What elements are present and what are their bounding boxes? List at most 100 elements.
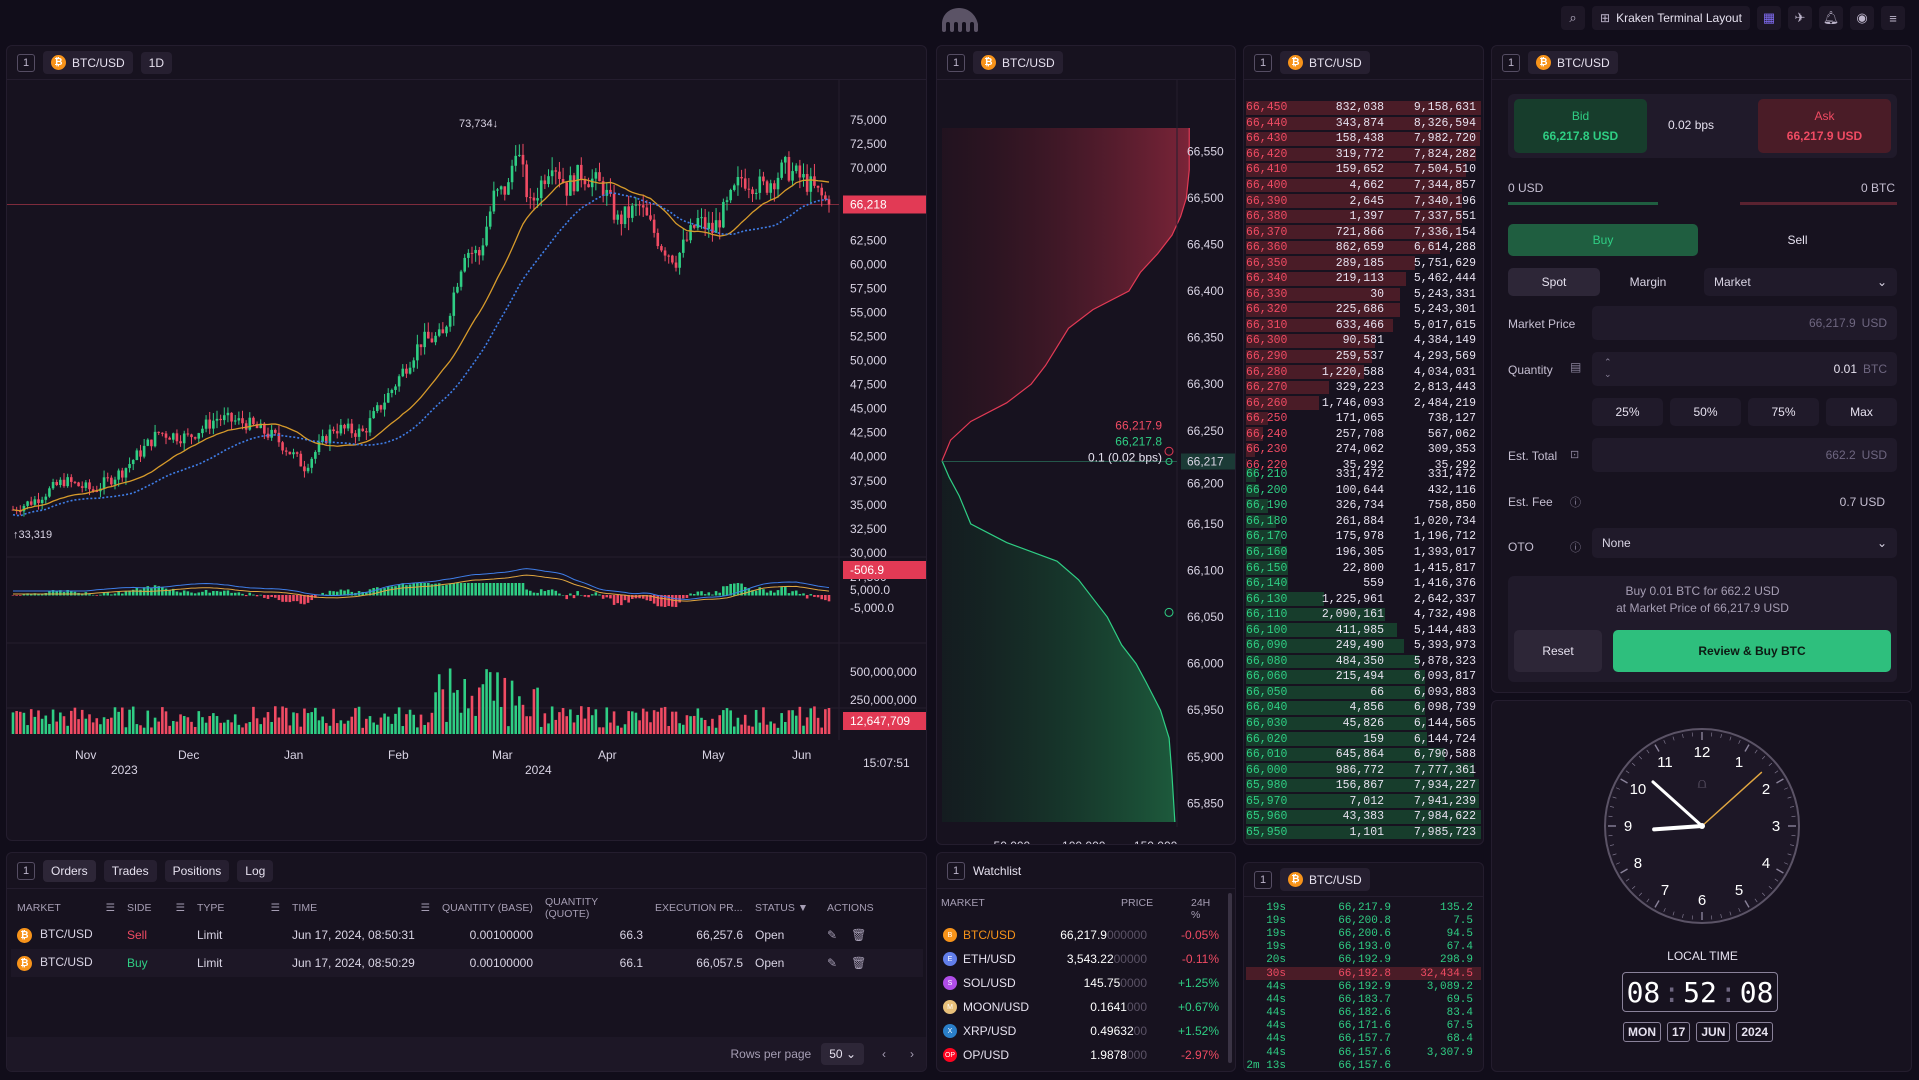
bid-row[interactable]: 66,100 411,985 5,144,483 [1246, 622, 1481, 638]
col-market[interactable]: MARKET [941, 897, 985, 909]
table-row[interactable]: ₿ BTC/USD Sell Limit Jun 17, 2024, 08:50:31 0… [11, 921, 923, 949]
bid-row[interactable]: 66,110 2,090,161 4,732,498 [1246, 607, 1481, 623]
col-change[interactable]: 24H % [1191, 897, 1211, 921]
delete-icon[interactable]: 🗑︎ [851, 956, 867, 970]
bid-row[interactable]: 66,190 326,734 758,850 [1246, 498, 1481, 514]
ask-row[interactable]: 66,260 1,746,093 2,484,219 [1246, 395, 1481, 411]
tab-trades[interactable]: Trades [103, 859, 157, 882]
oto-select[interactable]: None ⌄ [1592, 528, 1897, 558]
ask-row[interactable]: 66,270 329,223 2,813,443 [1246, 380, 1481, 396]
ask-row[interactable]: 66,410 159,652 7,504,510 [1246, 162, 1481, 178]
panel-number[interactable]: 1 [1254, 870, 1272, 889]
pair-selector[interactable]: ₿ BTC/USD [973, 51, 1063, 74]
ask-row[interactable]: 66,450 832,038 9,158,631 [1246, 100, 1481, 116]
table-row[interactable]: ₿ BTC/USD Buy Limit Jun 17, 2024, 08:50:29 0.… [11, 949, 923, 977]
bid-row[interactable]: 66,090 249,490 5,393,973 [1246, 638, 1481, 654]
buy-tab[interactable]: Buy [1508, 224, 1698, 256]
panel-number[interactable]: 1 [1254, 53, 1272, 72]
ask-button[interactable]: Ask 66,217.9 USD [1758, 99, 1891, 153]
ask-row[interactable]: 66,340 219,113 5,462,444 [1246, 271, 1481, 287]
bid-row[interactable]: 66,080 484,350 5,878,323 [1246, 654, 1481, 670]
search-icon[interactable]: ⌕ [1561, 6, 1585, 30]
calculator-icon[interactable]: ▤ [1570, 360, 1582, 374]
ask-row[interactable]: 66,320 225,686 5,243,301 [1246, 302, 1481, 318]
delete-icon[interactable]: 🗑︎ [851, 928, 867, 942]
ask-row[interactable]: 66,350 289,185 5,751,629 [1246, 255, 1481, 271]
bid-row[interactable]: 66,000 986,772 7,777,361 [1246, 762, 1481, 778]
order-type-select[interactable]: Market ⌄ [1704, 268, 1897, 296]
percent-button[interactable]: 75% [1748, 398, 1819, 426]
ask-row[interactable]: 66,370 721,866 7,336,154 [1246, 224, 1481, 240]
ask-row[interactable]: 66,280 1,220,588 4,034,031 [1246, 364, 1481, 380]
watchlist-row[interactable]: M MOON/USD 0.1641000 +0.67% [937, 995, 1227, 1019]
bid-row[interactable]: 66,130 1,225,961 2,642,337 [1246, 591, 1481, 607]
watchlist-row[interactable]: E ETH/USD 3,543.2200000 -0.11% [937, 947, 1227, 971]
rocket-icon[interactable]: ✈ [1788, 6, 1812, 30]
bid-row[interactable]: 66,150 22,800 1,415,817 [1246, 560, 1481, 576]
col-status[interactable]: STATUS ▼ [755, 902, 809, 914]
watchlist-row[interactable]: X XRP/USD 0.4963200 +1.52% [937, 1019, 1227, 1043]
panel-number[interactable]: 1 [947, 861, 965, 880]
bid-row[interactable]: 65,960 43,383 7,984,622 [1246, 809, 1481, 825]
camera-icon[interactable]: ◉ [1850, 6, 1874, 30]
pair-selector[interactable]: ₿ BTC/USD [1280, 868, 1370, 891]
ask-row[interactable]: 66,380 1,397 7,337,551 [1246, 209, 1481, 225]
ask-row[interactable]: 66,240 257,708 567,062 [1246, 426, 1481, 442]
panel-number[interactable]: 1 [17, 861, 35, 880]
ask-row[interactable]: 66,290 259,537 4,293,569 [1246, 349, 1481, 365]
ask-row[interactable]: 66,220 35,292 35,292 [1246, 458, 1481, 474]
col-exec-price[interactable]: EXECUTION PR... [655, 902, 743, 914]
percent-button[interactable]: 25% [1592, 398, 1663, 426]
pair-selector[interactable]: ₿ BTC/USD [1528, 51, 1618, 74]
bid-row[interactable]: 66,060 215,494 6,093,817 [1246, 669, 1481, 685]
bid-row[interactable]: 66,160 196,305 1,393,017 [1246, 545, 1481, 561]
layout-selector[interactable]: ⊞ Kraken Terminal Layout [1592, 6, 1750, 30]
ask-row[interactable]: 66,360 862,659 6,614,288 [1246, 240, 1481, 256]
margin-tab[interactable]: Margin [1629, 275, 1667, 289]
reset-button[interactable]: Reset [1514, 630, 1602, 672]
ask-row[interactable]: 66,250 171,065 738,127 [1246, 411, 1481, 427]
bid-row[interactable]: 66,020 159 6,144,724 [1246, 731, 1481, 747]
stepper-icon[interactable]: ⌃ ⌄ [1604, 357, 1612, 379]
ask-row[interactable]: 66,310 633,466 5,017,615 [1246, 318, 1481, 334]
tab-log[interactable]: Log [237, 859, 274, 882]
ask-row[interactable]: 66,440 343,874 8,326,594 [1246, 116, 1481, 132]
menu-icon[interactable]: ≡ [1881, 6, 1905, 30]
col-qty-quote[interactable]: QUANTITY (QUOTE) [545, 896, 598, 920]
sell-tab[interactable]: Sell [1787, 233, 1808, 247]
ask-row[interactable]: 66,420 319,772 7,824,282 [1246, 147, 1481, 163]
bid-button[interactable]: Bid 66,217.8 USD [1514, 99, 1647, 153]
spot-tab[interactable]: Spot [1508, 268, 1600, 296]
apps-grid-icon[interactable]: ▦ [1757, 6, 1781, 30]
scrollbar[interactable] [1228, 893, 1232, 1063]
bid-row[interactable]: 66,170 175,978 1,196,712 [1246, 529, 1481, 545]
ask-row[interactable]: 66,300 90,581 4,384,149 [1246, 333, 1481, 349]
bid-row[interactable]: 65,980 156,867 7,934,227 [1246, 778, 1481, 794]
col-market[interactable]: MARKET ☰ [17, 902, 115, 914]
bid-row[interactable]: 66,210 331,472 331,472 [1246, 467, 1481, 483]
percent-button[interactable]: 50% [1670, 398, 1741, 426]
bid-row[interactable]: 66,200 100,644 432,116 [1246, 483, 1481, 499]
ask-row[interactable]: 66,330 30 5,243,331 [1246, 287, 1481, 303]
bid-row[interactable]: 65,950 1,101 7,985,723 [1246, 825, 1481, 841]
tab-positions[interactable]: Positions [164, 859, 230, 882]
depth-chart[interactable]: 66,550 66,500 66,450 66,400 66,350 66,300 66,2… [937, 80, 1236, 845]
col-side[interactable]: SIDE ☰ [127, 902, 185, 914]
interval-selector[interactable]: 1D [140, 51, 173, 74]
col-time[interactable]: TIME ☰ [292, 902, 430, 914]
bell-icon[interactable]: 🔔︎ [1819, 6, 1843, 30]
bid-row[interactable]: 65,970 7,012 7,941,239 [1246, 793, 1481, 809]
prev-page-icon[interactable]: ‹ [882, 1047, 886, 1061]
pair-selector[interactable]: ₿ BTC/USD [43, 51, 133, 74]
bid-row[interactable]: 66,140 559 1,416,376 [1246, 576, 1481, 592]
pair-selector[interactable]: ₿ BTC/USD [1280, 51, 1370, 74]
panel-number[interactable]: 1 [947, 53, 965, 72]
watchlist-row[interactable]: B BTC/USD 66,217.9000000 -0.05% [937, 923, 1227, 947]
ask-row[interactable]: 66,230 274,062 309,353 [1246, 442, 1481, 458]
kraken-logo-icon[interactable] [940, 6, 978, 34]
info-icon[interactable]: ⓘ [1570, 542, 1581, 554]
ask-row[interactable]: 66,430 158,438 7,982,720 [1246, 131, 1481, 147]
info-icon[interactable]: ⓘ [1570, 497, 1581, 509]
panel-number[interactable]: 1 [1502, 53, 1520, 72]
edit-icon[interactable]: ✎ [827, 928, 838, 942]
